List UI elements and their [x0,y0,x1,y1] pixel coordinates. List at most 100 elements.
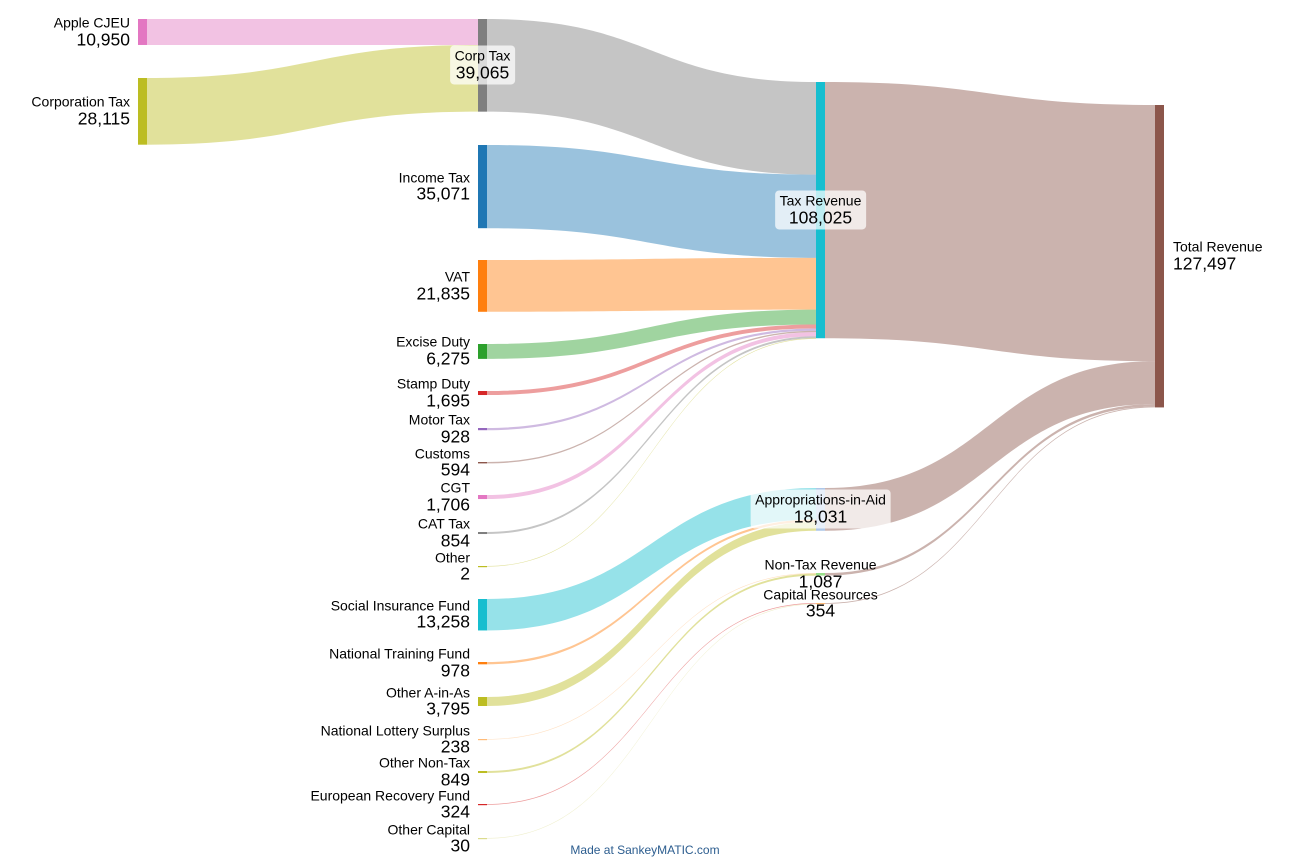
flow-customs-to-tax-revenue[interactable] [487,330,816,464]
node-name: European Recovery Fund [310,787,470,804]
flow-national-training-fund-to-appropriations-in-aid[interactable] [487,519,816,665]
node-name: Appropriations-in-Aid [755,491,886,508]
node-other-capital[interactable] [478,838,487,840]
node-value: 238 [440,736,470,757]
node-value: 108,025 [788,207,853,228]
flow-tax-revenue-to-total-revenue[interactable] [825,82,1155,362]
node-total-revenue[interactable] [1155,105,1164,408]
node-label-capital-resources: Capital Resources 354 [763,587,877,620]
node-name: CAT Tax [417,515,470,532]
node-stamp-duty[interactable] [478,391,487,396]
flow-capital-resources-to-total-revenue[interactable] [825,406,1155,604]
node-name: Stamp Duty [396,375,470,392]
node-label-excise-duty: Excise Duty 6,275 [396,335,470,368]
node-value: 1,087 [798,571,843,592]
node-label-motor-tax: Motor Tax 928 [409,412,470,447]
node-value: 928 [440,426,470,447]
node-value: 2 [460,563,470,584]
flow-excise-duty-to-tax-revenue[interactable] [487,309,816,359]
node-national-training-fund[interactable] [478,662,487,665]
node-value: 39,065 [455,62,510,83]
node-label-stamp-duty: Stamp Duty 1,695 [397,376,470,409]
node-label-social-insurance-fund: Social Insurance Fund 13,258 [331,598,470,631]
node-name: Other Capital [387,821,470,838]
node-cat-tax[interactable] [478,532,487,535]
node-label-appropriations-in-aid: Appropriations-in-Aid 18,031 [750,489,891,529]
node-name: Other A-in-As [385,683,470,700]
flow-european-recovery-fund-to-capital-resources[interactable] [487,603,816,805]
flow-social-insurance-fund-to-appropriations-in-aid[interactable] [487,488,816,631]
node-label-non-tax-revenue: Non-Tax Revenue 1,087 [764,558,876,591]
flow-non-tax-revenue-to-total-revenue[interactable] [825,404,1155,576]
node-motor-tax[interactable] [478,428,487,431]
node-capital-resources[interactable] [816,603,825,605]
flow-vat-to-tax-revenue[interactable] [487,257,816,312]
node-other-non-tax[interactable] [478,771,487,774]
node-label-national-lottery-surplus: National Lottery Surplus 238 [321,723,470,756]
node-value: 3,795 [426,698,470,719]
node-other[interactable] [478,566,487,568]
node-label-european-recovery-fund: European Recovery Fund 324 [310,788,470,821]
node-value: 849 [440,769,470,790]
node-value: 127,497 [1173,253,1237,274]
node-other-a-in-as[interactable] [478,697,487,707]
node-name: Capital Resources [763,586,878,603]
node-name: Other Non-Tax [378,754,470,771]
node-value: 978 [440,660,470,681]
footer-credit[interactable]: Made at SankeyMATIC.com [570,843,720,857]
node-value: 324 [440,801,470,822]
node-label-other: Other 2 [435,550,470,583]
node-non-tax-revenue[interactable] [816,573,825,576]
flow-appropriations-in-aid-to-total-revenue[interactable] [825,361,1155,531]
flow-corp-tax-to-tax-revenue[interactable] [487,19,816,175]
node-label-apple-cjeu: Apple CJEU 10,950 [54,15,130,48]
node-value: 594 [440,459,470,480]
node-value: 854 [440,530,470,551]
node-value: 6,275 [426,348,470,369]
node-label-customs: Customs 594 [415,446,470,479]
node-value: 1,695 [426,390,470,411]
flow-cgt-to-tax-revenue[interactable] [487,332,816,500]
node-name: Other [434,549,470,566]
node-value: 13,258 [416,611,470,632]
node-label-total-revenue: Total Revenue 127,497 [1173,239,1263,274]
flow-motor-tax-to-tax-revenue[interactable] [487,328,816,431]
node-value: 28,115 [77,108,130,129]
node-cgt[interactable] [478,495,487,500]
flow-other-non-tax-to-non-tax-revenue[interactable] [487,573,816,774]
flow-other-to-tax-revenue[interactable] [487,338,816,567]
node-label-cat-tax: CAT Tax 854 [418,516,470,549]
node-name: Tax Revenue [779,192,862,209]
node-income-tax[interactable] [478,145,487,229]
node-excise-duty[interactable] [478,344,487,359]
node-social-insurance-fund[interactable] [478,599,487,631]
node-label-vat: VAT 21,835 [416,269,470,302]
node-label-other-non-tax: Other Non-Tax 849 [379,755,470,788]
node-label-other-capital: Other Capital 30 [388,822,470,855]
node-label-corp-tax: Corp Tax 39,065 [449,45,516,85]
node-value: 10,950 [76,29,130,50]
flow-other-a-in-as-to-appropriations-in-aid[interactable] [487,521,816,707]
node-name: Corporation Tax [31,93,130,110]
node-label-income-tax: Income Tax 35,071 [399,170,470,203]
flow-national-lottery-surplus-to-non-tax-revenue[interactable] [487,573,816,740]
flow-cat-tax-to-tax-revenue[interactable] [487,336,816,535]
node-label-corporation-tax: Corporation Tax 28,115 [31,95,130,128]
node-value: 35,071 [416,183,470,204]
node-national-lottery-surplus[interactable] [478,739,487,741]
node-corporation-tax[interactable] [138,78,147,145]
node-vat[interactable] [478,260,487,312]
node-name: National Training Fund [329,645,470,662]
flow-apple-cjeu-to-corp-tax[interactable] [147,19,478,45]
node-label-tax-revenue: Tax Revenue 108,025 [774,190,867,230]
node-european-recovery-fund[interactable] [478,804,487,806]
flow-other-capital-to-capital-resources[interactable] [487,603,816,839]
node-customs[interactable] [478,462,487,464]
flow-stamp-duty-to-tax-revenue[interactable] [487,324,816,396]
flow-income-tax-to-tax-revenue[interactable] [487,145,816,258]
flow-corporation-tax-to-corp-tax[interactable] [147,44,478,145]
node-value: 354 [805,600,836,621]
node-apple-cjeu[interactable] [138,19,147,45]
